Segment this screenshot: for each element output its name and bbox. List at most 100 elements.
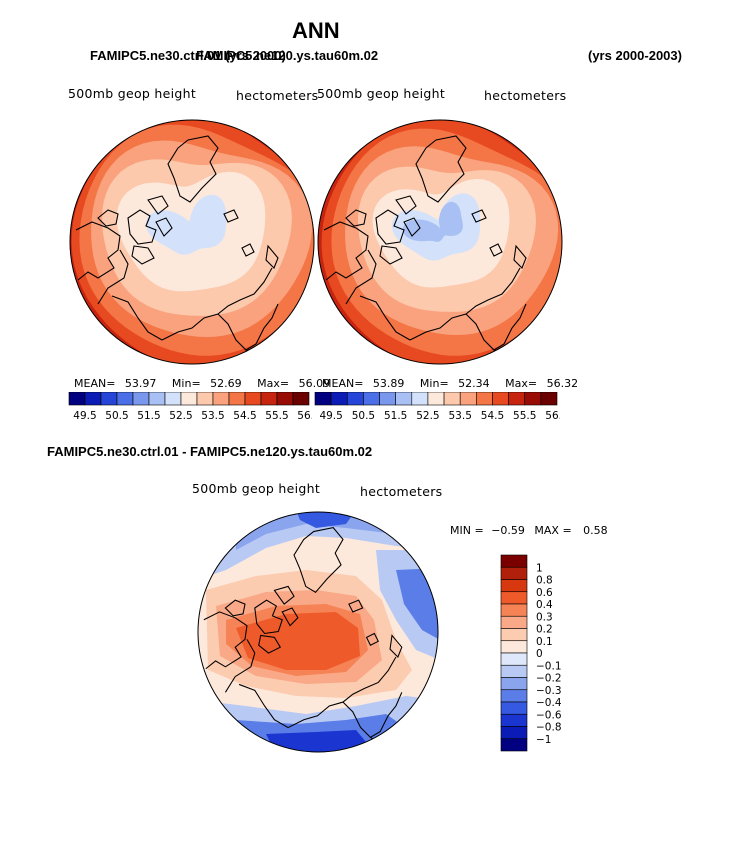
diff-map: [197, 511, 439, 753]
colorbar-tick-label: 0: [536, 648, 543, 660]
colorbar-swatch: [68, 392, 86, 406]
case1-name: FAMIPC5.ne30.ctrl.01: [90, 48, 222, 63]
panel2-map: [317, 119, 563, 365]
colorbar-swatch: [500, 713, 528, 727]
colorbar-swatch: [292, 392, 310, 406]
colorbar-swatch: [500, 738, 528, 752]
panel1-stats: MEAN= 53.97 Min= 52.69 Max= 56.09: [74, 377, 330, 390]
colorbar-swatch: [500, 689, 528, 703]
colorbar-swatch: [500, 566, 528, 580]
colorbar-swatch: [459, 392, 477, 406]
colorbar-swatch: [260, 392, 278, 406]
contour-band: [145, 194, 227, 255]
panel2-stats: MEAN= 53.89 Min= 52.34 Max= 56.32: [322, 377, 578, 390]
contour-fill: [70, 120, 314, 364]
panel1-mean-value: 53.97: [124, 377, 157, 390]
colorbar-tick-label: 0.1: [536, 636, 553, 648]
panel2-max-value: 56.32: [546, 377, 579, 390]
colorbar-swatch: [500, 615, 528, 629]
panel2-units-label: hectometers: [484, 88, 567, 103]
colorbar-swatch: [84, 392, 102, 406]
colorbar-swatch: [276, 392, 294, 406]
panel1-max-value: 56.09: [298, 377, 331, 390]
colorbar-swatch: [363, 392, 380, 406]
panel2-min-value: 52.34: [458, 377, 490, 390]
colorbar-tick-label: 55.5: [513, 410, 536, 422]
colorbar-swatch: [346, 392, 364, 406]
colorbar-swatch: [500, 677, 528, 691]
panel1-max-label: Max=: [257, 377, 290, 390]
colorbar-tick-label: 53.5: [201, 410, 224, 422]
colorbar-swatch: [508, 392, 526, 406]
colorbar-tick-label: 51.5: [137, 410, 160, 422]
colorbar-tick-label: 55.5: [265, 410, 288, 422]
diff-max-value: 0.58: [583, 524, 608, 537]
panel1-min-label: Min=: [171, 377, 201, 390]
case2-header-name: FAMIPC5.ne120.ys.tau60m.02: [196, 48, 379, 63]
panel2-min-label: Min=: [419, 377, 449, 390]
colorbar-swatch: [500, 701, 528, 715]
colorbar-tick-label: 0.4: [536, 599, 553, 611]
colorbar-swatch: [411, 392, 429, 406]
colorbar-swatch: [379, 392, 396, 406]
colorbar-swatch: [395, 392, 413, 406]
colorbar-tick-label: −0.2: [536, 673, 562, 685]
colorbar-swatch: [443, 392, 461, 406]
diff-units-label: hectometers: [360, 484, 443, 499]
case2-header-years: (yrs 2000-2003): [588, 48, 682, 63]
colorbar-tick-label: 56.5: [297, 410, 312, 422]
colorbar-tick-label: 0.2: [536, 624, 553, 636]
panel1-colorbar: 49.5 50.5 51.5 52.5 53.5 54.5 55.5 56.5: [68, 392, 312, 422]
colorbar-tick-label: 54.5: [233, 410, 256, 422]
colorbar-swatch: [540, 392, 558, 406]
colorbar-swatch: [100, 392, 118, 406]
colorbar-tick-label: 0.6: [536, 587, 553, 599]
colorbar-tick-label: 51.5: [384, 410, 407, 422]
colorbar-swatch: [500, 603, 528, 617]
colorbar-tick-label: 53.5: [449, 410, 472, 422]
panel2-max-label: Max=: [505, 377, 538, 390]
panel1-mean-label: MEAN=: [74, 377, 116, 390]
colorbar-swatch: [116, 392, 134, 406]
colorbar-tick-label: 49.5: [319, 410, 342, 422]
diff-minmax: MIN = −0.59 MAX = 0.58: [450, 524, 608, 537]
panel2-variable-label: 500mb geop height: [317, 86, 446, 101]
colorbar-swatch: [180, 392, 198, 406]
colorbar-swatch: [500, 652, 528, 666]
colorbar-tick-label: 50.5: [352, 410, 375, 422]
diff-max-label: MAX =: [534, 524, 572, 537]
colorbar-swatch: [500, 664, 528, 678]
diff-title: FAMIPC5.ne30.ctrl.01 - FAMIPC5.ne120.ys.…: [47, 444, 373, 459]
coastlines: [75, 135, 279, 359]
colorbar-tick-label: 50.5: [105, 410, 128, 422]
panel2-mean-value: 53.89: [372, 377, 405, 390]
colorbar-swatch: [244, 392, 262, 406]
contour-band: [236, 612, 360, 670]
colorbar-swatch: [196, 392, 214, 406]
colorbar-swatch: [330, 392, 348, 406]
colorbar-swatch: [492, 392, 509, 406]
colorbar-swatch: [314, 392, 332, 406]
coastlines: [203, 527, 403, 746]
colorbar-swatch: [132, 392, 150, 406]
contour-band: [266, 730, 366, 752]
diff-colorbar: 10.80.60.40.30.20.10−0.1−0.2−0.3−0.4−0.6…: [500, 554, 562, 752]
colorbar-swatch: [427, 392, 445, 406]
diff-min-label: MIN =: [450, 524, 484, 537]
colorbar-swatch: [476, 392, 493, 406]
panel1-variable-label: 500mb geop height: [68, 86, 197, 101]
colorbar-tick-label: −1: [536, 734, 551, 746]
colorbar-swatch: [524, 392, 542, 406]
contour-fill: [318, 120, 562, 364]
coastlines: [323, 135, 527, 359]
colorbar-swatch: [500, 640, 528, 654]
panel1-units-label: hectometers: [236, 88, 319, 103]
colorbar-swatch: [500, 591, 528, 605]
colorbar-tick-label: −0.8: [536, 722, 562, 734]
panel1-min-value: 52.69: [210, 377, 242, 390]
contour-fill: [198, 512, 438, 752]
colorbar-tick-label: 49.5: [73, 410, 96, 422]
colorbar-tick-label: 52.5: [416, 410, 439, 422]
case1-header: FAMIPC5.ne30.ctrl.01 (yrs 2000): [90, 48, 286, 63]
diff-min-value: −0.59: [491, 524, 525, 537]
